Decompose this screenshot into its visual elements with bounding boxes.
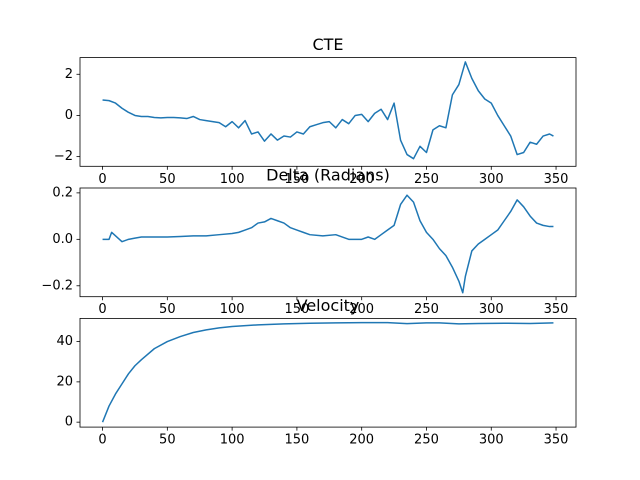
- x-tick-label: 100: [220, 302, 245, 317]
- x-tick-label: 200: [349, 302, 374, 317]
- y-tick-label: 2: [65, 67, 73, 82]
- y-tick-label: 20: [56, 374, 73, 389]
- x-tick-label: 300: [479, 433, 504, 448]
- y-tick-label: −2: [54, 149, 73, 164]
- y-tick-label: 0.0: [52, 232, 73, 247]
- x-tick-label: 150: [284, 172, 309, 187]
- x-tick-label: 300: [479, 302, 504, 317]
- x-tick-label: 200: [349, 172, 374, 187]
- x-tick-label: 50: [159, 433, 176, 448]
- x-tick-label: 250: [414, 433, 439, 448]
- y-tick-label: −0.2: [41, 278, 73, 293]
- x-tick-label: 0: [98, 433, 106, 448]
- x-tick-label: 350: [544, 302, 569, 317]
- chart-title: Velocity: [297, 296, 360, 315]
- x-tick-label: 350: [544, 172, 569, 187]
- y-tick-label: 0: [65, 415, 73, 430]
- y-tick-label: 40: [56, 334, 73, 349]
- x-tick-label: 250: [414, 172, 439, 187]
- y-tick-label: 0: [65, 108, 73, 123]
- x-tick-label: 50: [159, 302, 176, 317]
- axes-frame: [79, 57, 577, 167]
- x-tick-label: 0: [98, 302, 106, 317]
- x-tick-label: 300: [479, 172, 504, 187]
- x-tick-label: 100: [220, 172, 245, 187]
- y-tick-label: 0.2: [52, 185, 73, 200]
- axes-frame: [79, 317, 577, 428]
- line-series: [102, 61, 554, 160]
- x-tick-label: 50: [159, 172, 176, 187]
- line-series: [101, 321, 554, 423]
- x-tick-label: 150: [284, 302, 309, 317]
- x-tick-label: 350: [544, 433, 569, 448]
- chart-title: CTE: [312, 35, 343, 54]
- line-series: [102, 194, 554, 294]
- x-tick-label: 250: [414, 302, 439, 317]
- x-tick-label: 150: [284, 433, 309, 448]
- chart-title: Delta (Radians): [266, 166, 390, 185]
- x-tick-label: 0: [98, 172, 106, 187]
- x-tick-label: 100: [220, 433, 245, 448]
- axes-frame: [79, 187, 577, 298]
- x-tick-label: 200: [349, 433, 374, 448]
